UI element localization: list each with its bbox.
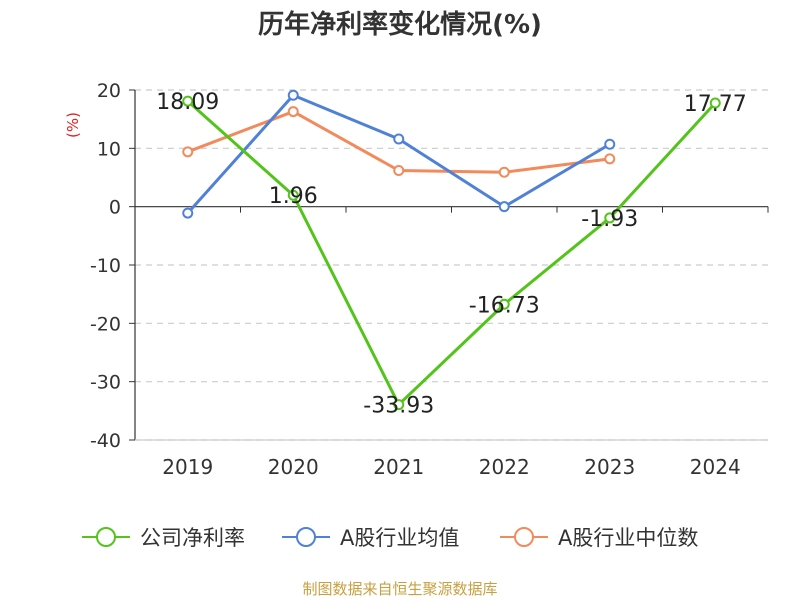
axes: 20 10 0 -10 -20 -30 -40 2019 2020 2021 2022 2023 202… — [64, 80, 769, 479]
data-label: 17.77 — [684, 92, 747, 117]
x-tick-label: 2020 — [268, 455, 319, 479]
series-line-1 — [186, 93, 611, 215]
data-point — [709, 97, 721, 109]
data-point — [498, 166, 510, 178]
data-point — [604, 212, 616, 224]
data-labels: 18.09 1.96 -33.93 -16.73 -1.93 17.77 — [156, 90, 746, 418]
y-tick-label: -10 — [90, 255, 121, 277]
data-point — [393, 165, 405, 176]
data-point — [287, 106, 299, 118]
x-tick-label: 2022 — [479, 455, 530, 479]
data-point — [498, 298, 510, 310]
data-label: 18.09 — [156, 90, 219, 115]
x-tick-label: 2021 — [373, 455, 424, 479]
data-label: -33.93 — [363, 394, 434, 419]
y-tick-label: -30 — [90, 372, 121, 394]
data-label: 1.96 — [269, 184, 318, 209]
chart-title: 历年净利率变化情况(%) — [258, 10, 542, 40]
y-tick-label: 20 — [97, 80, 121, 102]
data-point — [393, 399, 405, 411]
data-point — [287, 89, 299, 101]
legend: 公司净利率 A股行业均值 A股行业中位数 — [82, 526, 698, 550]
data-point — [182, 207, 194, 219]
x-tick-label: 2019 — [162, 455, 213, 479]
data-point — [604, 138, 616, 150]
data-label: -16.73 — [469, 293, 540, 318]
x-tick-label: 2024 — [690, 455, 741, 479]
legend-label: 公司净利率 — [140, 526, 245, 550]
data-point — [498, 201, 510, 213]
x-tick-label: 2023 — [584, 455, 635, 479]
y-tick-label: 0 — [109, 197, 121, 219]
legend-swatch-marker — [296, 527, 316, 547]
legend-swatch-marker — [96, 527, 116, 547]
series-lines — [182, 89, 721, 411]
grid-lines — [135, 89, 768, 441]
series-line-0 — [186, 100, 717, 407]
data-point — [182, 95, 194, 107]
data-point — [287, 189, 299, 201]
data-point — [182, 146, 194, 158]
source-note: 制图数据来自恒生聚源数据库 — [302, 580, 498, 598]
data-point — [393, 133, 405, 145]
data-label: -1.93 — [581, 207, 638, 232]
legend-label: A股行业均值 — [340, 526, 459, 550]
y-tick-label: 10 — [97, 138, 121, 160]
y-axis-label: (%) — [64, 112, 82, 138]
y-tick-label: -20 — [90, 313, 121, 335]
legend-label: A股行业中位数 — [558, 526, 698, 550]
y-tick-label: -40 — [90, 430, 121, 452]
legend-swatch-marker — [514, 527, 534, 547]
data-point — [604, 153, 616, 165]
